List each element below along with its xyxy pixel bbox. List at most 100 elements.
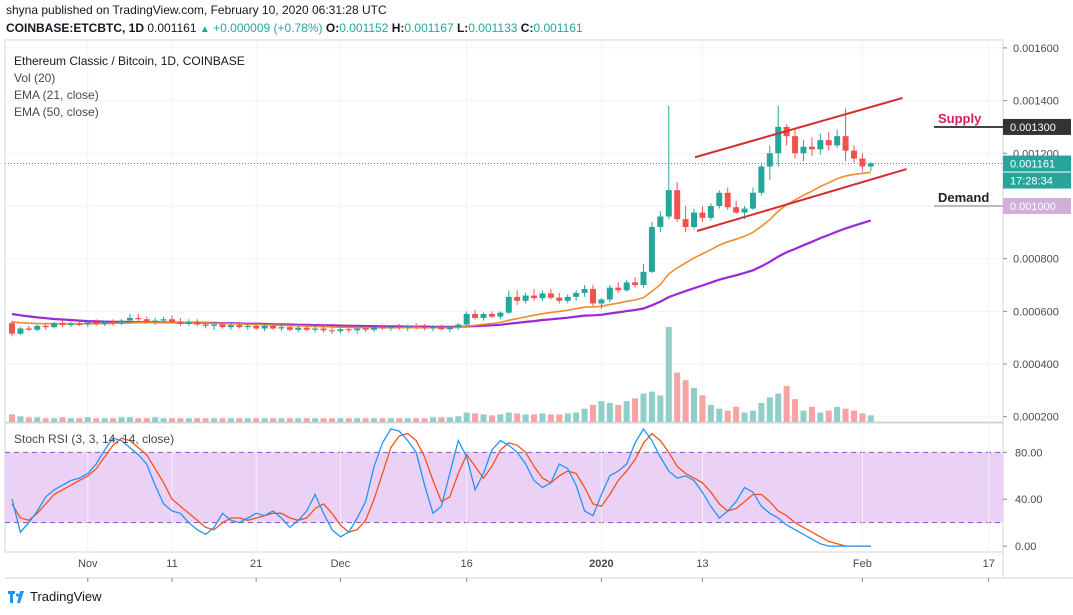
candle-body [286,327,293,330]
candle-body [135,317,142,320]
candle-body [76,323,83,325]
volume-bar [766,397,773,422]
candle-body [800,146,807,154]
candle-body [792,136,799,154]
volume-bar [387,418,394,422]
tradingview-logo-icon [8,590,24,603]
candle-body [303,327,310,330]
legend-ema50: EMA (50, close) [14,105,99,119]
candle-body [716,192,723,206]
volume-bar [699,395,706,422]
volume-bar [270,418,277,422]
volume-bar [430,417,436,422]
volume-bar [286,418,293,422]
candle-body [295,327,302,330]
price-tick-label: 0.000200 [1013,412,1059,424]
candle-body [185,321,192,324]
last-price-value: 0.001161 [147,21,197,35]
candle-body [236,325,243,328]
volume-bar [118,417,125,422]
volume-bar [783,385,790,422]
brand-label: TradingView [30,589,102,604]
candle-body [261,325,268,329]
volume-bar [219,418,226,422]
stoch-overbought-oversold-band [5,452,1003,523]
candle-body [118,320,125,324]
low-value: 0.001133 [468,21,518,35]
volume-bar [354,418,361,422]
channel-lower-line [696,168,907,232]
volume-bar [547,414,554,422]
candle-body [741,208,748,213]
volume-bar [76,418,83,422]
volume-bar [51,418,58,422]
channel-upper-line [694,96,903,159]
volume-bar [564,413,571,422]
change-value: +0.000009 (+0.78%) [213,21,323,35]
candle-body [615,287,622,291]
volume-bar [303,418,310,422]
volume-bar [17,416,24,422]
candle-body [749,192,756,209]
candle-body [345,329,352,331]
candle-body [606,287,613,300]
candle-body [733,207,740,213]
open-value: 0.001152 [339,21,389,35]
candle-body [455,324,462,328]
candle-body [589,288,596,304]
demand-price-tag: 0.001000 [1010,201,1056,213]
volume-bar [135,418,142,422]
volume-bar [707,404,714,422]
volume-bar [278,418,285,422]
volume-bar [413,418,420,422]
ohlc-readout: COINBASE:ETCBTC, 1D 0.001161 ▲ +0.000009… [6,21,583,35]
up-arrow-icon: ▲ [199,24,210,35]
tradingview-logo[interactable]: TradingView [8,589,102,604]
time-tick-label: 16 [461,558,473,570]
volume-bar [455,416,462,422]
volume-bar [691,387,698,422]
candle-body [472,313,479,318]
price-tick-label: 0.001600 [1013,43,1059,55]
volume-bar [800,410,807,422]
candle-body [371,327,378,330]
volume-bar [522,414,529,422]
volume-bar [93,418,100,422]
volume-bar [320,418,327,422]
volume-bar [488,415,495,422]
candle-body [640,271,647,286]
price-pane [4,39,1004,423]
candle-body [674,190,681,220]
volume-bar [514,413,521,422]
candle-body [194,321,201,325]
volume-bar [337,418,344,422]
candle-body [110,321,117,324]
chart-title: Ethereum Classic / Bitcoin, 1D, COINBASE [14,54,245,68]
candle-body [337,329,344,332]
volume-bar [236,418,243,422]
candle-body [379,327,386,329]
price-tick-label: 0.000600 [1013,306,1059,318]
volume-bar [446,417,453,422]
volume-bar [808,406,815,422]
candle-body [253,325,260,329]
volume-bar [25,417,32,422]
candle-body [387,326,394,329]
candle-body [699,212,706,218]
candle-body [682,219,689,228]
candle-body [438,326,445,330]
volume-bar [253,418,260,422]
volume-bar [825,410,832,422]
open-label: O: [325,21,340,35]
legend-vol: Vol (20) [14,71,56,85]
candle-body [556,297,563,301]
volume-bar [244,418,251,422]
volume-bar [589,404,596,422]
volume-bar [345,418,352,422]
candle-body [270,325,277,329]
candle-body [202,324,209,326]
volume-bar [741,412,748,422]
candle-body [320,328,327,331]
volume-bar [421,418,428,422]
